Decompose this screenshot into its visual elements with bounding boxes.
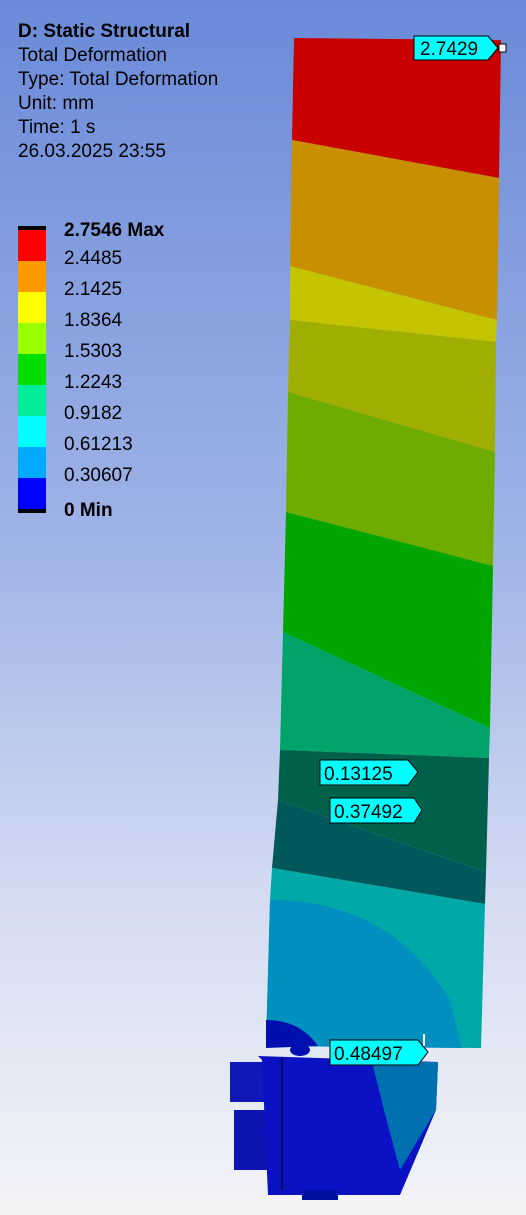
legend-swatch-8: [18, 447, 46, 478]
result-name: Total Deformation: [18, 45, 167, 66]
legend-swatch-9: [18, 478, 46, 509]
legend-swatch-1: [18, 230, 46, 261]
legend-level-label: 1.8364: [64, 310, 123, 331]
analysis-title: D: Static Structural: [18, 21, 191, 42]
legend-level-label: 0.30607: [64, 465, 133, 486]
legend-level-label: 0.9182: [64, 403, 123, 424]
result-type: Type: Total Deformation: [18, 69, 219, 90]
result-date: 26.03.2025 23:55: [18, 141, 166, 162]
contour-band-teal-green: [280, 632, 490, 758]
legend-max-label: 2.7546 Max: [64, 220, 165, 241]
root-block-bottom: [302, 1190, 338, 1200]
legend-swatch-max-bar: [18, 226, 46, 230]
legend-level-label: 2.1425: [64, 279, 123, 300]
legend-swatch-min-bar: [18, 509, 46, 513]
contour-band-blue-root: [266, 1020, 318, 1048]
contour-band-lightgreen: [286, 392, 495, 566]
contour-band-red: [292, 38, 501, 178]
contour-band-green: [283, 512, 493, 728]
legend-swatch-6: [18, 385, 46, 416]
legend-swatch-4: [18, 323, 46, 354]
contour-band-steel-blue: [266, 900, 462, 1048]
viewport-bottom-strip: [0, 1200, 526, 1215]
legend-level-label: 0.61213: [64, 434, 133, 455]
root-block-lower-lug: [234, 1110, 270, 1170]
legend-level-label: 2.4485: [64, 248, 123, 269]
contour-band-orange: [290, 140, 499, 320]
contour-band-petrol: [272, 800, 486, 904]
legend-min-label: 0 Min: [64, 500, 113, 521]
result-unit: Unit: mm: [18, 93, 94, 114]
legend-swatch-2: [18, 261, 46, 292]
result-time: Time: 1 s: [18, 117, 96, 138]
legend-swatch-3: [18, 292, 46, 323]
legend-level-label: 1.5303: [64, 341, 123, 362]
legend-swatch-7: [18, 416, 46, 447]
result-info-block: D: Static Structural Total Deformation T…: [18, 20, 218, 164]
legend-level-label: 1.2243: [64, 372, 123, 393]
legend-swatch-5: [18, 354, 46, 385]
contour-band-yellow: [290, 266, 497, 342]
contour-band-yellowgreen: [288, 320, 496, 452]
root-block-right-face: [372, 1062, 438, 1170]
